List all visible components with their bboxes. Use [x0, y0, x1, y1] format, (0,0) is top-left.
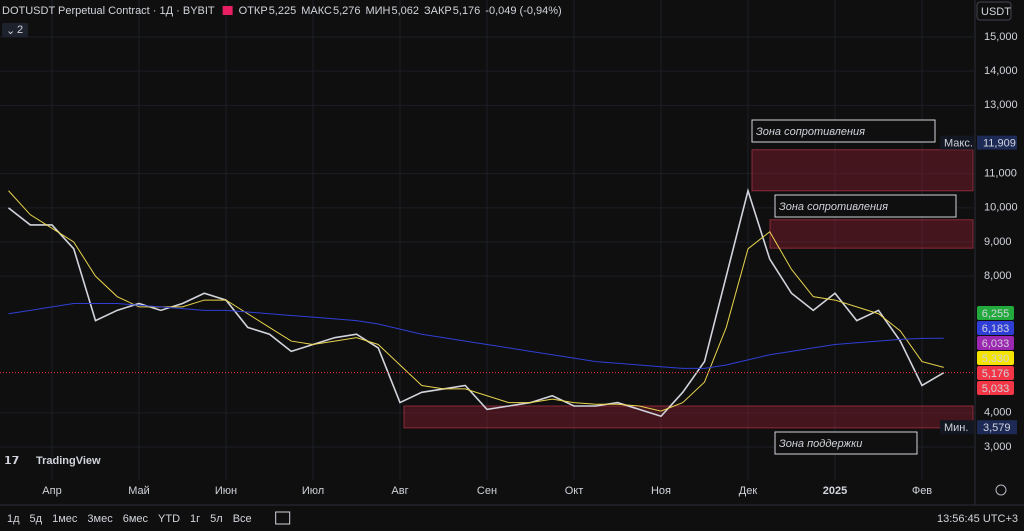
price-label-box — [977, 321, 1014, 335]
price-label-box — [977, 366, 1014, 380]
price-label: 5,330 — [982, 353, 1010, 365]
x-tick-label: Авг — [391, 485, 408, 497]
brand-mark: 𝟭𝟳 — [4, 455, 19, 467]
change: -0,049 (-0,94%) — [485, 5, 561, 17]
extreme-value-box — [977, 135, 1017, 150]
indicator-count: 2 — [17, 24, 23, 36]
ohlc-value: 5,062 — [392, 5, 420, 17]
range-button[interactable]: 6мес — [123, 513, 149, 525]
extreme-box — [940, 420, 974, 435]
ohlc-label: МАКС — [301, 5, 332, 17]
y-tick-label: 3,000 — [984, 441, 1012, 453]
extreme-value: 3,579 — [983, 422, 1011, 434]
x-tick-label: Май — [128, 485, 150, 497]
price-line — [8, 187, 945, 418]
x-tick-label: Окт — [565, 485, 584, 497]
y-tick-label: 14,000 — [984, 65, 1018, 77]
price-label-box — [977, 306, 1014, 320]
price-line — [8, 302, 944, 369]
extreme-text: Мин. — [944, 422, 968, 434]
ohlc-value: 5,276 — [333, 5, 361, 17]
x-tick-label: 2025 — [823, 485, 847, 497]
x-tick-label: Апр — [42, 485, 61, 497]
price-label: 5,033 — [982, 383, 1010, 395]
brand: TradingView — [36, 455, 101, 467]
y-tick-label: 10,000 — [984, 202, 1018, 214]
price-label-box — [977, 381, 1014, 395]
ohlc-value: 5,176 — [453, 5, 481, 17]
flag-icon[interactable] — [222, 6, 233, 15]
price-label: 6,255 — [982, 308, 1010, 320]
price-label-box — [977, 351, 1014, 365]
range-button[interactable]: 5л — [210, 513, 223, 525]
range-button[interactable]: YTD — [158, 513, 180, 525]
clock: 13:56:45 UTC+3 — [937, 513, 1018, 525]
extreme-value-box — [977, 420, 1017, 435]
x-tick-label: Сен — [477, 485, 497, 497]
extreme-box — [940, 135, 974, 150]
y-tick-label: 9,000 — [984, 236, 1012, 248]
price-label-box — [977, 336, 1014, 350]
settings-icon[interactable] — [995, 484, 1007, 496]
y-tick-label: 11,000 — [984, 168, 1017, 180]
currency: USDT — [981, 6, 1011, 18]
zone-label: Зона поддержки — [779, 438, 862, 450]
x-tick-label: Фев — [912, 485, 932, 497]
symbol: DOTUSDT Perpetual Contract · 1Д · BYBIT — [2, 5, 215, 17]
price-label: 6,183 — [982, 323, 1010, 335]
range-button[interactable]: 1г — [190, 513, 200, 525]
x-tick-label: Дек — [739, 485, 758, 497]
y-tick-label: 8,000 — [984, 270, 1012, 282]
ohlc-label: ОТКР — [239, 5, 268, 17]
range-button[interactable]: 1д — [7, 513, 20, 525]
currency-box[interactable] — [976, 1, 1012, 21]
price-label: 5,176 — [982, 368, 1010, 380]
ohlc-label: МИН — [365, 5, 390, 17]
extreme-value: 11,909 — [983, 138, 1016, 150]
range-button[interactable]: Все — [233, 513, 252, 525]
y-tick-label: 15,000 — [984, 31, 1018, 43]
zone — [403, 405, 974, 429]
extreme-text: Макс. — [944, 138, 973, 150]
zone — [751, 149, 974, 192]
x-tick-label: Ноя — [651, 485, 671, 497]
ohlc-value: 5,225 — [269, 5, 297, 17]
zone-label-box — [774, 194, 957, 218]
x-tick-label: Июл — [302, 485, 324, 497]
indicator-arrow: ⌄ — [6, 25, 15, 37]
zone-label: Зона сопротивления — [756, 126, 865, 138]
zone-label-box — [774, 431, 918, 455]
y-tick-label: 4,000 — [984, 407, 1012, 419]
range-button[interactable]: 5д — [30, 513, 43, 525]
range-button[interactable]: 1мес — [52, 513, 78, 525]
zone-label: Зона сопротивления — [779, 201, 888, 213]
zone-label-box — [751, 119, 936, 143]
y-tick-label: 13,000 — [984, 99, 1018, 111]
x-tick-label: Июн — [215, 485, 237, 497]
zone — [769, 219, 974, 249]
indicator-toggle[interactable] — [2, 23, 28, 37]
price-label: 6,033 — [982, 338, 1010, 350]
ohlc-label: ЗАКР — [424, 5, 452, 17]
compare-icon[interactable] — [275, 511, 291, 525]
range-button[interactable]: 3мес — [87, 513, 113, 525]
